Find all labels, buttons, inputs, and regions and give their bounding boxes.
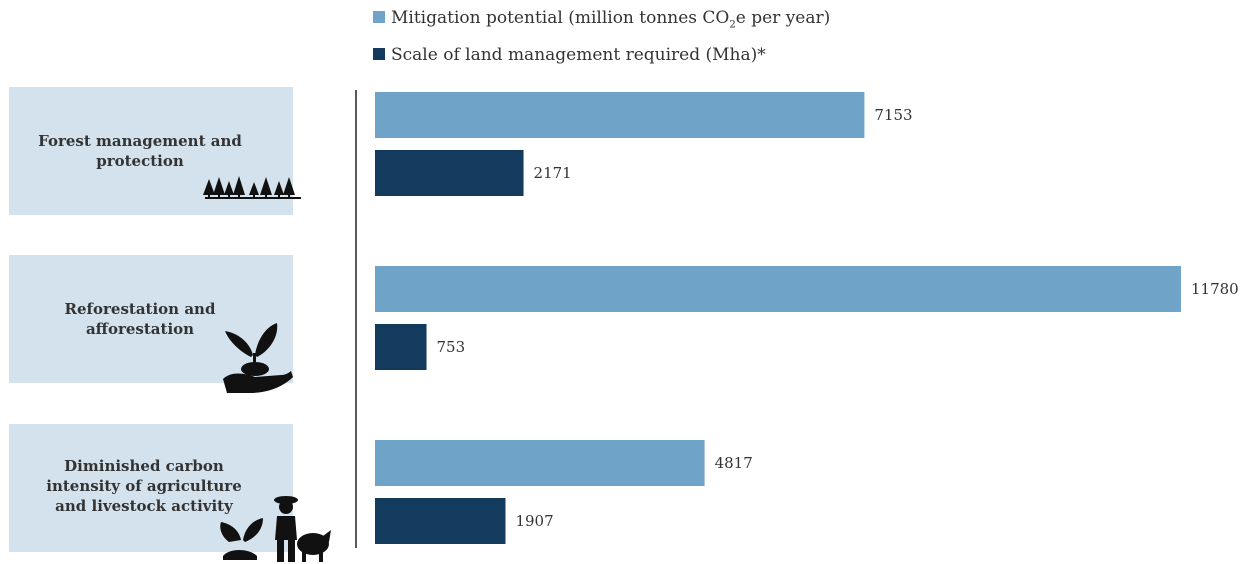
- bar-land-0: [375, 150, 524, 196]
- farmer-plant-pig-icon: [220, 496, 331, 562]
- category-box-agriculture: Diminished carbon intensity of agricultu…: [9, 424, 331, 562]
- category-label-reforestation: Reforestation and afforestation: [64, 300, 216, 338]
- category-box-forest: Forest management and protection: [9, 87, 301, 215]
- hand-holding-seedling-icon: [223, 323, 293, 393]
- bar-mitigation-1: [375, 266, 1181, 312]
- category-label-agriculture: Diminished carbon intensity of agricultu…: [46, 457, 242, 515]
- category-label-forest: Forest management and protection: [38, 132, 242, 170]
- bar-mitigation-0: [375, 92, 865, 138]
- legend-item-land: Scale of land management required (Mha)*: [373, 45, 766, 65]
- bar-land-2: [375, 498, 506, 544]
- forest-trees-icon: [203, 176, 301, 199]
- category-box-reforestation: Reforestation and afforestation: [9, 255, 293, 393]
- bar-land-1: [375, 324, 427, 370]
- legend-swatch-land: [373, 48, 385, 60]
- data-label-land-1: 753: [437, 338, 466, 356]
- legend-label-land: Scale of land management required (Mha)*: [391, 45, 766, 65]
- bar-mitigation-2: [375, 440, 705, 486]
- legend-swatch-mitigation: [373, 11, 385, 23]
- legend-label-mitigation: Mitigation potential (million tonnes CO2…: [391, 8, 831, 31]
- data-label-land-0: 2171: [534, 164, 572, 182]
- data-label-mitigation-2: 4817: [715, 454, 753, 472]
- data-label-mitigation-0: 7153: [874, 106, 912, 124]
- legend-item-mitigation: Mitigation potential (million tonnes CO2…: [373, 8, 830, 30]
- data-label-mitigation-1: 11780: [1191, 280, 1239, 298]
- data-label-land-2: 1907: [515, 512, 553, 530]
